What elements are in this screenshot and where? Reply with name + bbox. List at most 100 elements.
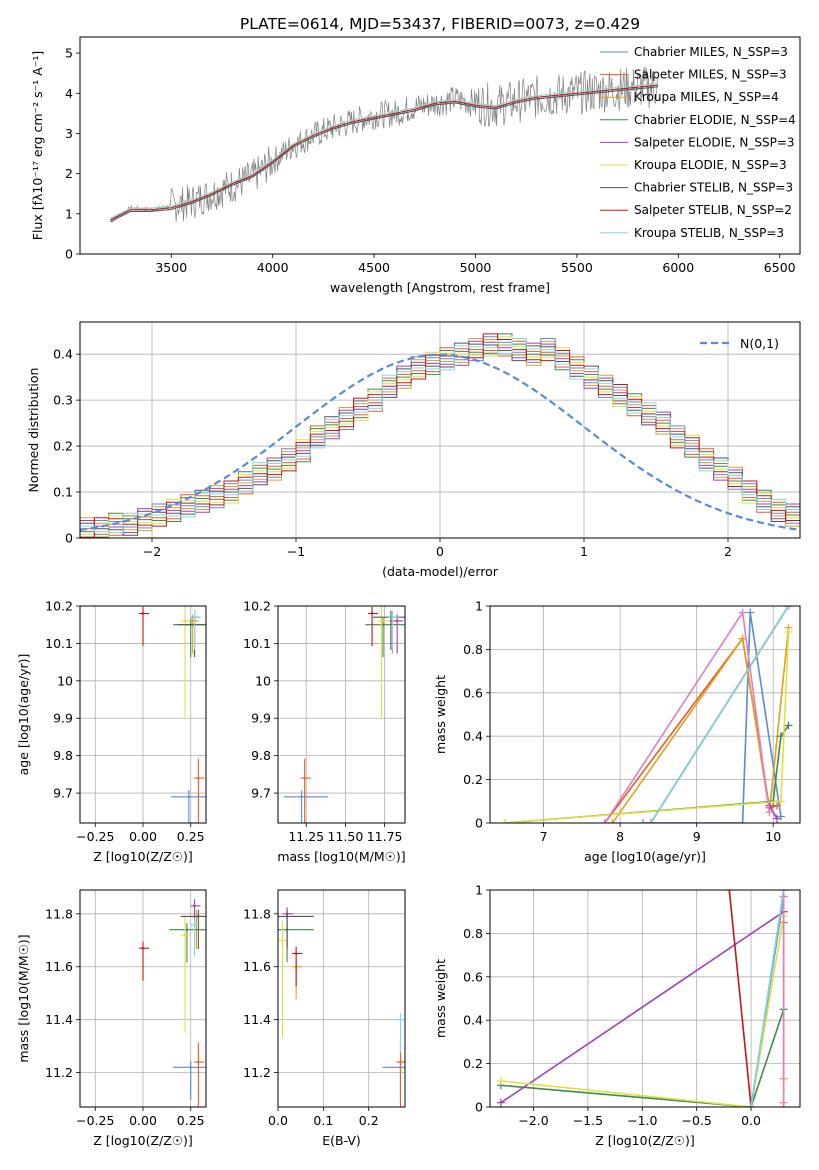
figure-title: PLATE=0614, MJD=53437, FIBERID=0073, z=0… <box>240 15 640 33</box>
panel-age-vs-mass: 11.25 11.50 11.75 9.7 9.8 9.9 10 10.1 10.2 mass [… <box>243 599 406 865</box>
y-axis-label: Flux [fλ10⁻¹⁷ erg cm⁻² s⁻¹ A⁻¹] <box>30 51 45 240</box>
data-point <box>281 939 284 942</box>
legend-entry: Salpeter STELIB, N_SSP=2 <box>634 203 792 217</box>
x-tick-label: 2 <box>724 544 732 559</box>
data-point <box>185 928 189 931</box>
data-point <box>197 915 200 918</box>
model-spectrum-line <box>110 83 659 219</box>
x-tick-label: 11.50 <box>328 829 364 844</box>
x-tick-label: 11.25 <box>288 829 324 844</box>
data-point <box>141 947 145 950</box>
data-point <box>399 1060 402 1064</box>
x-tick-label: 0.1 <box>313 1113 333 1128</box>
weight-line <box>750 890 785 1107</box>
legend-entry: Kroupa MILES, N_SSP=4 <box>634 90 779 104</box>
y-axis-label: mass weight <box>433 675 448 754</box>
y-tick-label: 10.1 <box>243 636 271 651</box>
data-point <box>191 619 194 623</box>
x-tick-label: 4000 <box>257 260 289 275</box>
panel-residuals: −2 −1 0 1 2 0 0.1 0.2 0.3 0.4 (data-model)/error No… <box>26 321 801 579</box>
y-tick-label: 10 <box>57 673 73 688</box>
legend-entry: Chabrier STELIB, N_SSP=3 <box>634 181 793 195</box>
y-tick-label: 3 <box>65 126 73 141</box>
y-tick-label: 1 <box>475 599 483 614</box>
axes-frame <box>79 605 207 824</box>
y-tick-label: 1 <box>65 206 73 221</box>
x-tick-label: 8 <box>616 829 624 844</box>
weight-line <box>611 627 790 823</box>
weight-line <box>643 612 782 823</box>
legend-entry: Chabrier MILES, N_SSP=3 <box>634 45 788 59</box>
x-tick-label: 6500 <box>764 260 796 275</box>
x-tick-label: 5000 <box>460 260 492 275</box>
plot-area <box>80 333 800 538</box>
legend-entry: Kroupa STELIB, N_SSP=3 <box>634 226 784 240</box>
x-tick-label: 6000 <box>662 260 694 275</box>
x-tick-label: −0.5 <box>681 1113 711 1128</box>
data-point <box>380 619 383 623</box>
x-axis-label: (data-model)/error <box>382 564 499 579</box>
data-point <box>303 776 306 780</box>
panel-mass-vs-Z: −0.25 0.00 0.25 11.2 11.4 11.6 11.8 Z [log10(Z/… <box>16 889 207 1148</box>
y-tick-label: 0.8 <box>463 926 483 941</box>
y-tick-label: 0.4 <box>463 1013 483 1028</box>
y-tick-label: 10.1 <box>45 636 73 651</box>
y-tick-label: 11.6 <box>243 959 271 974</box>
y-tick-label: 0.4 <box>463 729 483 744</box>
data-point <box>141 612 145 615</box>
data-point <box>370 612 374 615</box>
data-point <box>187 795 191 799</box>
y-tick-label: 11.6 <box>45 959 73 974</box>
x-axis-label: E(B-V) <box>322 1133 361 1148</box>
x-axis-label: mass [log10(M/M☉)] <box>277 849 405 864</box>
y-tick-label: 5 <box>65 46 73 61</box>
weight-line <box>500 1009 785 1107</box>
y-tick-label: 0.1 <box>53 485 73 500</box>
x-axis-label: Z [log10(Z/Z☉)] <box>595 1133 695 1148</box>
y-axis-label: mass weight <box>433 959 448 1038</box>
data-point <box>381 623 385 626</box>
legend-entry: Salpeter ELODIE, N_SSP=3 <box>634 135 795 149</box>
y-tick-label: 11.8 <box>45 906 73 921</box>
y-tick-label: 10.2 <box>45 599 73 614</box>
y-tick-label: 11.4 <box>243 1012 271 1027</box>
x-tick-label: 0.00 <box>129 1113 157 1128</box>
x-axis-label: Z [log10(Z/Z☉)] <box>93 1133 193 1148</box>
plot-area <box>278 907 405 1107</box>
axes-frame <box>79 36 801 255</box>
axes-frame <box>79 321 801 539</box>
y-tick-label: 0.4 <box>53 347 73 362</box>
x-tick-label: 0.0 <box>268 1113 288 1128</box>
y-tick-label: 9.7 <box>251 786 271 801</box>
model-spectrum-line <box>110 86 659 222</box>
plot-area <box>501 606 793 823</box>
x-tick-label: −1.0 <box>627 1113 657 1128</box>
model-spectrum-line <box>110 84 659 221</box>
x-tick-label: −1 <box>287 544 305 559</box>
axes-frame <box>79 889 207 1108</box>
x-tick-label: −2 <box>143 544 161 559</box>
observed-spectrum-line <box>110 66 659 223</box>
data-point <box>193 616 196 619</box>
data-point <box>193 923 196 926</box>
y-tick-label: 0 <box>475 1100 483 1115</box>
y-axis-label: age [log10(age/yr)] <box>16 654 31 776</box>
data-point <box>193 904 196 908</box>
x-tick-label: 0.25 <box>177 1113 205 1128</box>
x-tick-label: 0 <box>436 544 444 559</box>
axes-frame <box>277 605 406 824</box>
y-tick-label: 0 <box>475 816 483 831</box>
x-tick-label: 10 <box>765 829 781 844</box>
x-tick-label: 0.2 <box>359 1113 379 1128</box>
legend-entry: N(0,1) <box>740 336 779 351</box>
data-point <box>395 619 399 623</box>
weight-line <box>728 890 752 1107</box>
data-point <box>285 915 289 918</box>
panel-spectrum: 3500 4000 4500 5000 5500 6000 6500 0 1 2 3 4 5 wavele… <box>30 36 801 295</box>
y-tick-label: 9.7 <box>53 786 73 801</box>
x-axis-label: age [log10(age/yr)] <box>584 849 706 864</box>
x-tick-label: −2.0 <box>518 1113 548 1128</box>
histogram-step <box>80 338 800 538</box>
data-point <box>399 1018 402 1021</box>
